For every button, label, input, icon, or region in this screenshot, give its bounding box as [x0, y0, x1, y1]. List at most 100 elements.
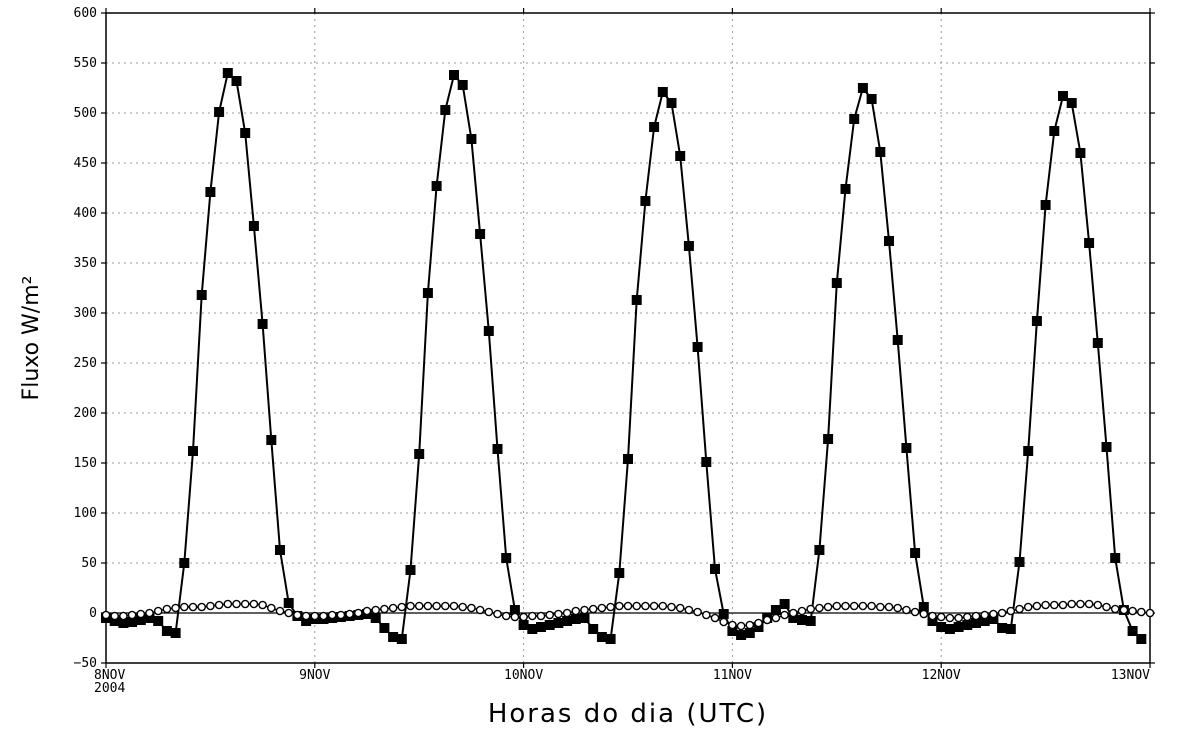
- series-1-point: [640, 196, 651, 206]
- series-markers: [101, 68, 1155, 644]
- y-tick-label: −50: [74, 656, 97, 671]
- series-2-point: [310, 611, 320, 621]
- series-1-point: [414, 449, 425, 459]
- series-2-point: [1006, 606, 1016, 616]
- series-1-point: [553, 618, 564, 628]
- series-1-point: [266, 435, 277, 445]
- series-1-point: [196, 290, 207, 300]
- series-1-point: [248, 221, 259, 231]
- series-1-point: [301, 616, 312, 626]
- series-2-point: [1041, 600, 1050, 610]
- series-2-point: [449, 601, 459, 611]
- series-2-point: [1076, 599, 1085, 609]
- series-1-point: [797, 615, 807, 625]
- series-2-point: [997, 608, 1007, 618]
- series-1-point: [1005, 624, 1016, 634]
- series-2-point: [119, 611, 128, 621]
- series-1-point: [1092, 338, 1103, 348]
- series-2-point: [153, 606, 163, 616]
- series-2-point: [484, 607, 494, 617]
- series-1-point: [440, 105, 451, 115]
- series-2-point: [980, 610, 990, 620]
- series-1-point: [1049, 126, 1060, 136]
- y-tick-label: 550: [74, 56, 97, 71]
- series-2-point: [675, 603, 685, 613]
- series-2-point: [362, 606, 372, 616]
- plot-frame: [105, 12, 1151, 664]
- series-2-point: [223, 599, 233, 609]
- series-2-point: [806, 604, 816, 614]
- series-2-point: [710, 613, 720, 623]
- series-2-point: [945, 613, 955, 623]
- series-2-point: [615, 601, 624, 611]
- series-2-point: [440, 601, 450, 611]
- series-1-point: [605, 634, 616, 644]
- series-1-point: [614, 568, 625, 578]
- grid: [106, 13, 1150, 663]
- series-2-point: [893, 603, 903, 613]
- series-2-point: [597, 603, 607, 613]
- y-tick-label: 250: [74, 356, 97, 371]
- series-2-point: [554, 609, 563, 619]
- series-1-point: [623, 454, 633, 464]
- series-1-point: [962, 620, 973, 630]
- series-1-point: [135, 615, 146, 625]
- y-tick-label: 450: [74, 156, 97, 171]
- series-1-point: [466, 134, 477, 144]
- series-2-point: [1128, 606, 1137, 616]
- series-2-point: [345, 609, 354, 619]
- series-2-point: [762, 615, 772, 625]
- series-2-point: [910, 607, 920, 617]
- series-2-point: [963, 612, 972, 622]
- series-1-point: [127, 617, 138, 627]
- y-tick-label: 0: [89, 606, 97, 621]
- series-2-point: [728, 620, 737, 630]
- x-tick-label: 12NOV: [922, 668, 961, 683]
- series-2-point: [432, 601, 441, 611]
- series-2-point: [493, 609, 502, 619]
- y-tick-label: 400: [74, 206, 97, 221]
- series-1-point: [1040, 200, 1051, 210]
- series-1-point: [161, 626, 172, 636]
- series-2-point: [884, 602, 894, 612]
- series-1-point: [1023, 446, 1034, 456]
- series-1-point: [744, 628, 755, 638]
- series-2-point: [580, 605, 589, 615]
- series-2-point: [797, 606, 807, 616]
- series-1-point: [144, 613, 155, 623]
- x-tick-label: 9NOV: [299, 668, 330, 683]
- series-2-point: [876, 602, 885, 612]
- series-1-point: [501, 553, 512, 563]
- series-2-point: [1084, 599, 1094, 609]
- series-1-point: [727, 626, 738, 636]
- series-1-point: [483, 326, 494, 336]
- series-2-point: [1137, 607, 1146, 617]
- series-1-point: [205, 187, 216, 197]
- series-2-point: [928, 611, 937, 621]
- series-2-point: [214, 600, 224, 610]
- series-1-point: [179, 558, 190, 568]
- series-1-point: [222, 68, 233, 78]
- series-1-point: [1127, 626, 1138, 636]
- series-1-point: [979, 616, 990, 626]
- series-2-point: [536, 611, 546, 621]
- series-1-point: [666, 98, 677, 108]
- series-1-point: [188, 446, 198, 456]
- series-2-point: [336, 610, 346, 620]
- series-1-point: [814, 545, 825, 555]
- series-2-point: [667, 602, 676, 612]
- series-1-point: [536, 622, 546, 632]
- series-2-point: [188, 602, 198, 612]
- series-1-point: [997, 623, 1008, 633]
- series-1-point: [884, 236, 894, 246]
- series-2-point: [258, 600, 267, 610]
- series-1-point: [718, 609, 729, 619]
- series-2-point: [501, 611, 511, 621]
- series-1-point: [422, 288, 433, 298]
- series-1-line: [105, 71, 1142, 641]
- series-2-point: [301, 611, 311, 621]
- series-2-point: [754, 618, 763, 628]
- series-2-point: [684, 605, 694, 615]
